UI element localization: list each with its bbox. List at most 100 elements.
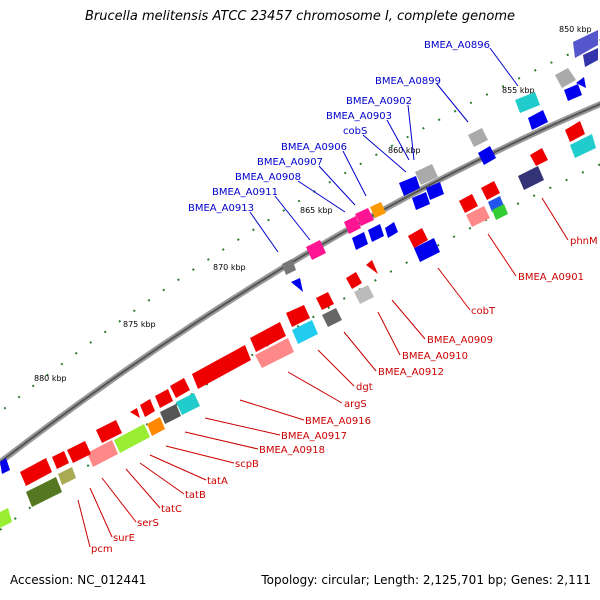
gene-arrow[interactable]: [322, 308, 342, 327]
gene-label[interactable]: dgt: [356, 382, 373, 393]
gene-arrow[interactable]: [555, 68, 576, 88]
gene-arrow[interactable]: [415, 164, 438, 185]
gene-label[interactable]: BMEA_A0910: [402, 351, 468, 362]
leader-line: [318, 165, 356, 206]
gene-label[interactable]: phnM: [570, 236, 598, 247]
gene-arrow[interactable]: [192, 345, 251, 389]
leader-line: [489, 47, 519, 87]
gene-arrow[interactable]: [468, 128, 488, 147]
gene-arrow[interactable]: [370, 202, 386, 218]
gene-label[interactable]: serS: [137, 518, 159, 529]
gene-label[interactable]: surE: [113, 533, 135, 544]
gene-arrow[interactable]: [354, 285, 374, 304]
gene-arrow[interactable]: [518, 166, 544, 190]
gene-label[interactable]: scpB: [235, 459, 259, 470]
leader-line: [89, 487, 113, 538]
gene-label[interactable]: BMEA_A0903: [326, 111, 392, 122]
gene-arrow[interactable]: [466, 206, 490, 227]
gene-arrow[interactable]: [0, 508, 12, 528]
gene-arrow[interactable]: [366, 260, 378, 274]
gene-label[interactable]: BMEA_A0902: [346, 96, 412, 107]
gene-arrow[interactable]: [67, 441, 91, 463]
leader-line: [297, 180, 346, 213]
gene-arrow[interactable]: [412, 192, 430, 210]
gene-arrow[interactable]: [96, 420, 122, 443]
gene-arrow[interactable]: [306, 240, 326, 260]
gene-label[interactable]: BMEA_A0908: [235, 172, 301, 183]
gene-arrow[interactable]: [147, 417, 165, 436]
gene-arrow[interactable]: [355, 208, 374, 226]
gene-label[interactable]: BMEA_A0907: [257, 157, 323, 168]
leader-line: [407, 104, 415, 161]
gene-label[interactable]: BMEA_A0918: [259, 445, 325, 456]
gene-label[interactable]: argS: [344, 399, 367, 410]
gene-arrow[interactable]: [170, 378, 190, 398]
gene-arrow[interactable]: [481, 181, 500, 200]
gene-arrow[interactable]: [414, 238, 440, 262]
gene-arrow[interactable]: [530, 148, 548, 166]
gene-arrow[interactable]: [130, 408, 140, 418]
gene-arrow[interactable]: [426, 182, 444, 200]
gene-arrow[interactable]: [87, 440, 118, 467]
reverse-labels: phnM BMEA_A0901 cobT BMEA_A0909 BMEA_A09…: [91, 236, 598, 555]
gene-arrow[interactable]: [250, 322, 286, 352]
gene-arrow[interactable]: [478, 146, 496, 165]
gene-arrow[interactable]: [344, 216, 361, 234]
gene-arrow[interactable]: [0, 458, 10, 474]
gene-label[interactable]: BMEA_A0912: [378, 367, 444, 378]
gene-arrow[interactable]: [583, 48, 598, 67]
tick-ring-inner: [0, 163, 600, 531]
gene-arrow[interactable]: [58, 467, 76, 485]
gene-label[interactable]: BMEA_A0917: [281, 431, 347, 442]
gene-label[interactable]: tatB: [185, 490, 206, 501]
gene-arrow[interactable]: [573, 30, 598, 58]
leader-line: [377, 311, 401, 356]
gene-arrow[interactable]: [492, 204, 508, 220]
gene-arrow[interactable]: [399, 176, 420, 196]
gene-arrow[interactable]: [282, 259, 296, 275]
gene-arrow[interactable]: [564, 84, 582, 101]
leader-line: [342, 150, 367, 197]
gene-arrow[interactable]: [52, 451, 69, 469]
gene-arrow[interactable]: [528, 110, 548, 130]
gene-arrow[interactable]: [176, 393, 200, 415]
gene-label[interactable]: tatC: [161, 504, 182, 515]
gene-arrow[interactable]: [576, 77, 586, 88]
gene-label[interactable]: BMEA_A0911: [212, 187, 278, 198]
gene-label[interactable]: BMEA_A0916: [305, 416, 371, 427]
gene-arrow[interactable]: [346, 272, 362, 289]
gene-arrow[interactable]: [570, 134, 596, 158]
leader-line: [239, 399, 305, 421]
gene-arrow[interactable]: [316, 292, 334, 310]
leader-line: [343, 331, 377, 372]
leader-line: [436, 83, 469, 123]
gene-arrow[interactable]: [291, 278, 303, 292]
leader-line: [487, 233, 517, 277]
gene-arrow[interactable]: [385, 222, 398, 238]
gene-label[interactable]: BMEA_A0901: [518, 272, 584, 283]
gene-label[interactable]: BMEA_A0909: [427, 335, 493, 346]
gene-arrow[interactable]: [114, 424, 150, 453]
gene-arrow[interactable]: [368, 224, 384, 242]
gene-arrow[interactable]: [459, 194, 478, 213]
gene-label[interactable]: tatA: [207, 476, 228, 487]
gene-label[interactable]: BMEA_A0899: [375, 76, 441, 87]
gene-arrow[interactable]: [140, 399, 155, 417]
gene-label[interactable]: cobS: [343, 126, 367, 137]
gene-arrow[interactable]: [26, 477, 62, 507]
gene-arrow[interactable]: [352, 232, 368, 250]
gene-arrow[interactable]: [515, 92, 540, 113]
gene-arrow[interactable]: [155, 389, 173, 408]
gene-label[interactable]: BMEA_A0896: [424, 40, 490, 51]
gene-arrow[interactable]: [408, 228, 428, 248]
gene-arrow[interactable]: [286, 305, 310, 327]
gene-arrow[interactable]: [292, 320, 318, 344]
gene-label[interactable]: pcm: [91, 544, 113, 555]
gene-arrow[interactable]: [255, 338, 294, 368]
gene-label[interactable]: BMEA_A0913: [188, 203, 254, 214]
gene-label[interactable]: BMEA_A0906: [281, 142, 347, 153]
gene-arrow[interactable]: [160, 404, 181, 424]
gene-label[interactable]: cobT: [471, 306, 496, 317]
gene-arrow[interactable]: [20, 458, 52, 486]
gene-arrow[interactable]: [565, 121, 585, 142]
